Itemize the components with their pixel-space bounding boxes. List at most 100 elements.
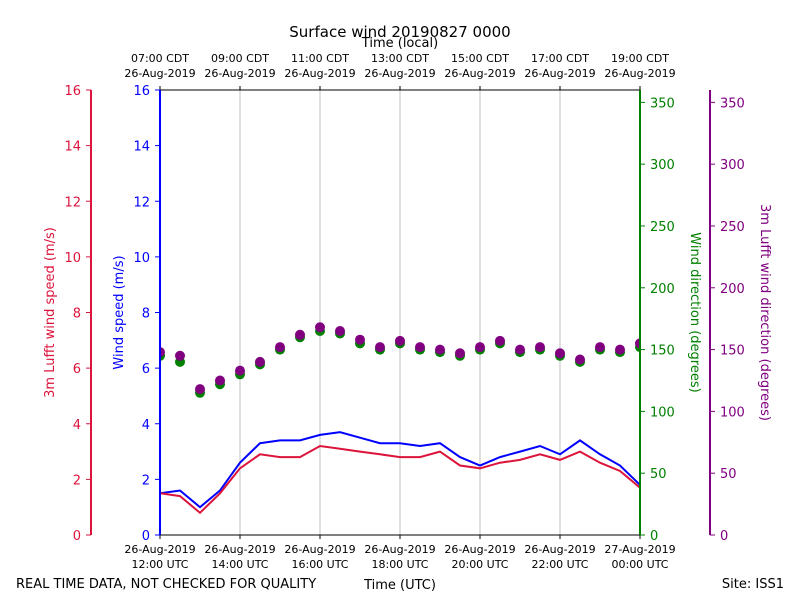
top-tick-label: 26-Aug-2019 [284,67,355,80]
speed-axis-label: Wind speed (m/s) [112,255,127,369]
top-tick-label: 26-Aug-2019 [364,67,435,80]
speed-axis-tick-label: 14 [133,140,150,155]
lufft-direction-axis-tick-label: 300 [720,158,745,173]
series-point [195,384,205,395]
speed-axis-tick-label: 12 [133,195,150,210]
x-axis-label: Time (UTC) [363,578,436,593]
lufft-speed-axis-tick-label: 2 [73,473,81,488]
top-tick-label: 26-Aug-2019 [444,67,515,80]
top-tick-label: 15:00 CDT [451,52,509,65]
series-point [435,344,445,355]
series-point [455,348,465,359]
series-point [555,348,565,359]
top-tick-label: 09:00 CDT [211,52,269,65]
series-point [355,334,365,345]
series-point [235,365,245,376]
series-point [515,344,525,355]
speed-axis-tick-label: 16 [133,84,150,99]
lufft-speed-axis-tick-label: 0 [73,529,81,544]
x-tick-label: 22:00 UTC [531,558,588,571]
series-point [215,375,225,386]
lufft-direction-axis-label: 3m Lufft wind direction (degrees) [757,204,772,421]
series-point [315,322,325,333]
series-point [475,342,485,353]
series-point [275,342,285,353]
speed-axis-tick-label: 6 [142,362,150,377]
top-tick-label: 26-Aug-2019 [124,67,195,80]
series-point [375,342,385,353]
series-point [160,347,165,358]
lufft-speed-axis-tick-label: 16 [64,84,81,99]
site-label: Site: ISS1 [722,577,784,592]
top-tick-label: 19:00 CDT [611,52,669,65]
top-axis-label: Time (local) [361,36,438,51]
lufft-direction-axis-tick-label: 200 [720,282,745,297]
x-tick-label: 26-Aug-2019 [364,543,435,556]
series-point [255,356,265,367]
direction-axis-label: Wind direction (degrees) [687,232,702,392]
series-point [575,354,585,365]
direction-axis-tick-label: 200 [650,282,675,297]
direction-axis-tick-label: 350 [650,96,675,111]
top-tick-label: 26-Aug-2019 [524,67,595,80]
speed-axis-tick-label: 0 [142,529,150,544]
lufft-direction-axis-tick-label: 150 [720,344,745,359]
quality-note: REAL TIME DATA, NOT CHECKED FOR QUALITY [16,577,316,592]
top-tick-label: 07:00 CDT [131,52,189,65]
top-tick-label: 26-Aug-2019 [204,67,275,80]
speed-axis-tick-label: 2 [142,473,150,488]
top-tick-label: 11:00 CDT [291,52,349,65]
lufft-direction-axis-tick-label: 100 [720,405,745,420]
direction-axis-tick-label: 100 [650,405,675,420]
series-point [535,342,545,353]
series-point [615,344,625,355]
grid-lines [239,90,561,535]
series-point [175,350,185,361]
lufft-direction-axis-tick-label: 250 [720,220,745,235]
lufft-speed-axis-tick-label: 8 [73,307,81,322]
x-tick-label: 14:00 UTC [211,558,268,571]
top-tick-label: 26-Aug-2019 [604,67,675,80]
axes: 26-Aug-2019 12:00 UTC 26-Aug-2019 14:00 UTC… [43,52,772,571]
x-tick-label: 12:00 UTC [131,558,188,571]
series-point [295,329,305,340]
lufft-direction-axis-tick-label: 350 [720,96,745,111]
lufft-direction-axis-tick-label: 50 [720,467,737,482]
x-tick-label: 00:00 UTC [611,558,668,571]
direction-axis-tick-label: 250 [650,220,675,235]
series-point [395,335,405,346]
lufft-speed-axis-tick-label: 10 [64,251,81,266]
direction-axis-tick-label: 50 [650,467,667,482]
series-line [160,444,640,515]
speed-axis-tick-label: 10 [133,251,150,266]
series-point [335,326,345,336]
series-point [595,342,605,353]
x-tick-label: 26-Aug-2019 [204,543,275,556]
x-tick-label: 26-Aug-2019 [124,543,195,556]
lufft-speed-axis-tick-label: 6 [73,362,81,377]
speed-axis-tick-label: 8 [142,307,150,322]
series-point [635,338,640,349]
series-point [415,342,425,353]
direction-axis-tick-label: 0 [650,529,658,544]
lufft-speed-axis-label: 3m Lufft wind speed (m/s) [43,227,58,398]
top-tick-label: 17:00 CDT [531,52,589,65]
x-tick-label: 26-Aug-2019 [524,543,595,556]
plot-area [160,322,640,515]
chart-title: Surface wind 20190827 0000 [289,23,510,41]
x-tick-label: 27-Aug-2019 [604,543,675,556]
x-tick-label: 18:00 UTC [371,558,428,571]
series-point [495,335,505,346]
x-tick-label: 26-Aug-2019 [284,543,355,556]
direction-axis-tick-label: 300 [650,158,675,173]
lufft-speed-axis-tick-label: 12 [64,195,81,210]
x-tick-label: 16:00 UTC [291,558,348,571]
x-tick-label: 26-Aug-2019 [444,543,515,556]
x-tick-label: 20:00 UTC [451,558,508,571]
direction-axis-tick-label: 150 [650,344,675,359]
lufft-direction-axis-tick-label: 0 [720,529,728,544]
top-tick-label: 13:00 CDT [371,52,429,65]
lufft-speed-axis-tick-label: 14 [64,140,81,155]
